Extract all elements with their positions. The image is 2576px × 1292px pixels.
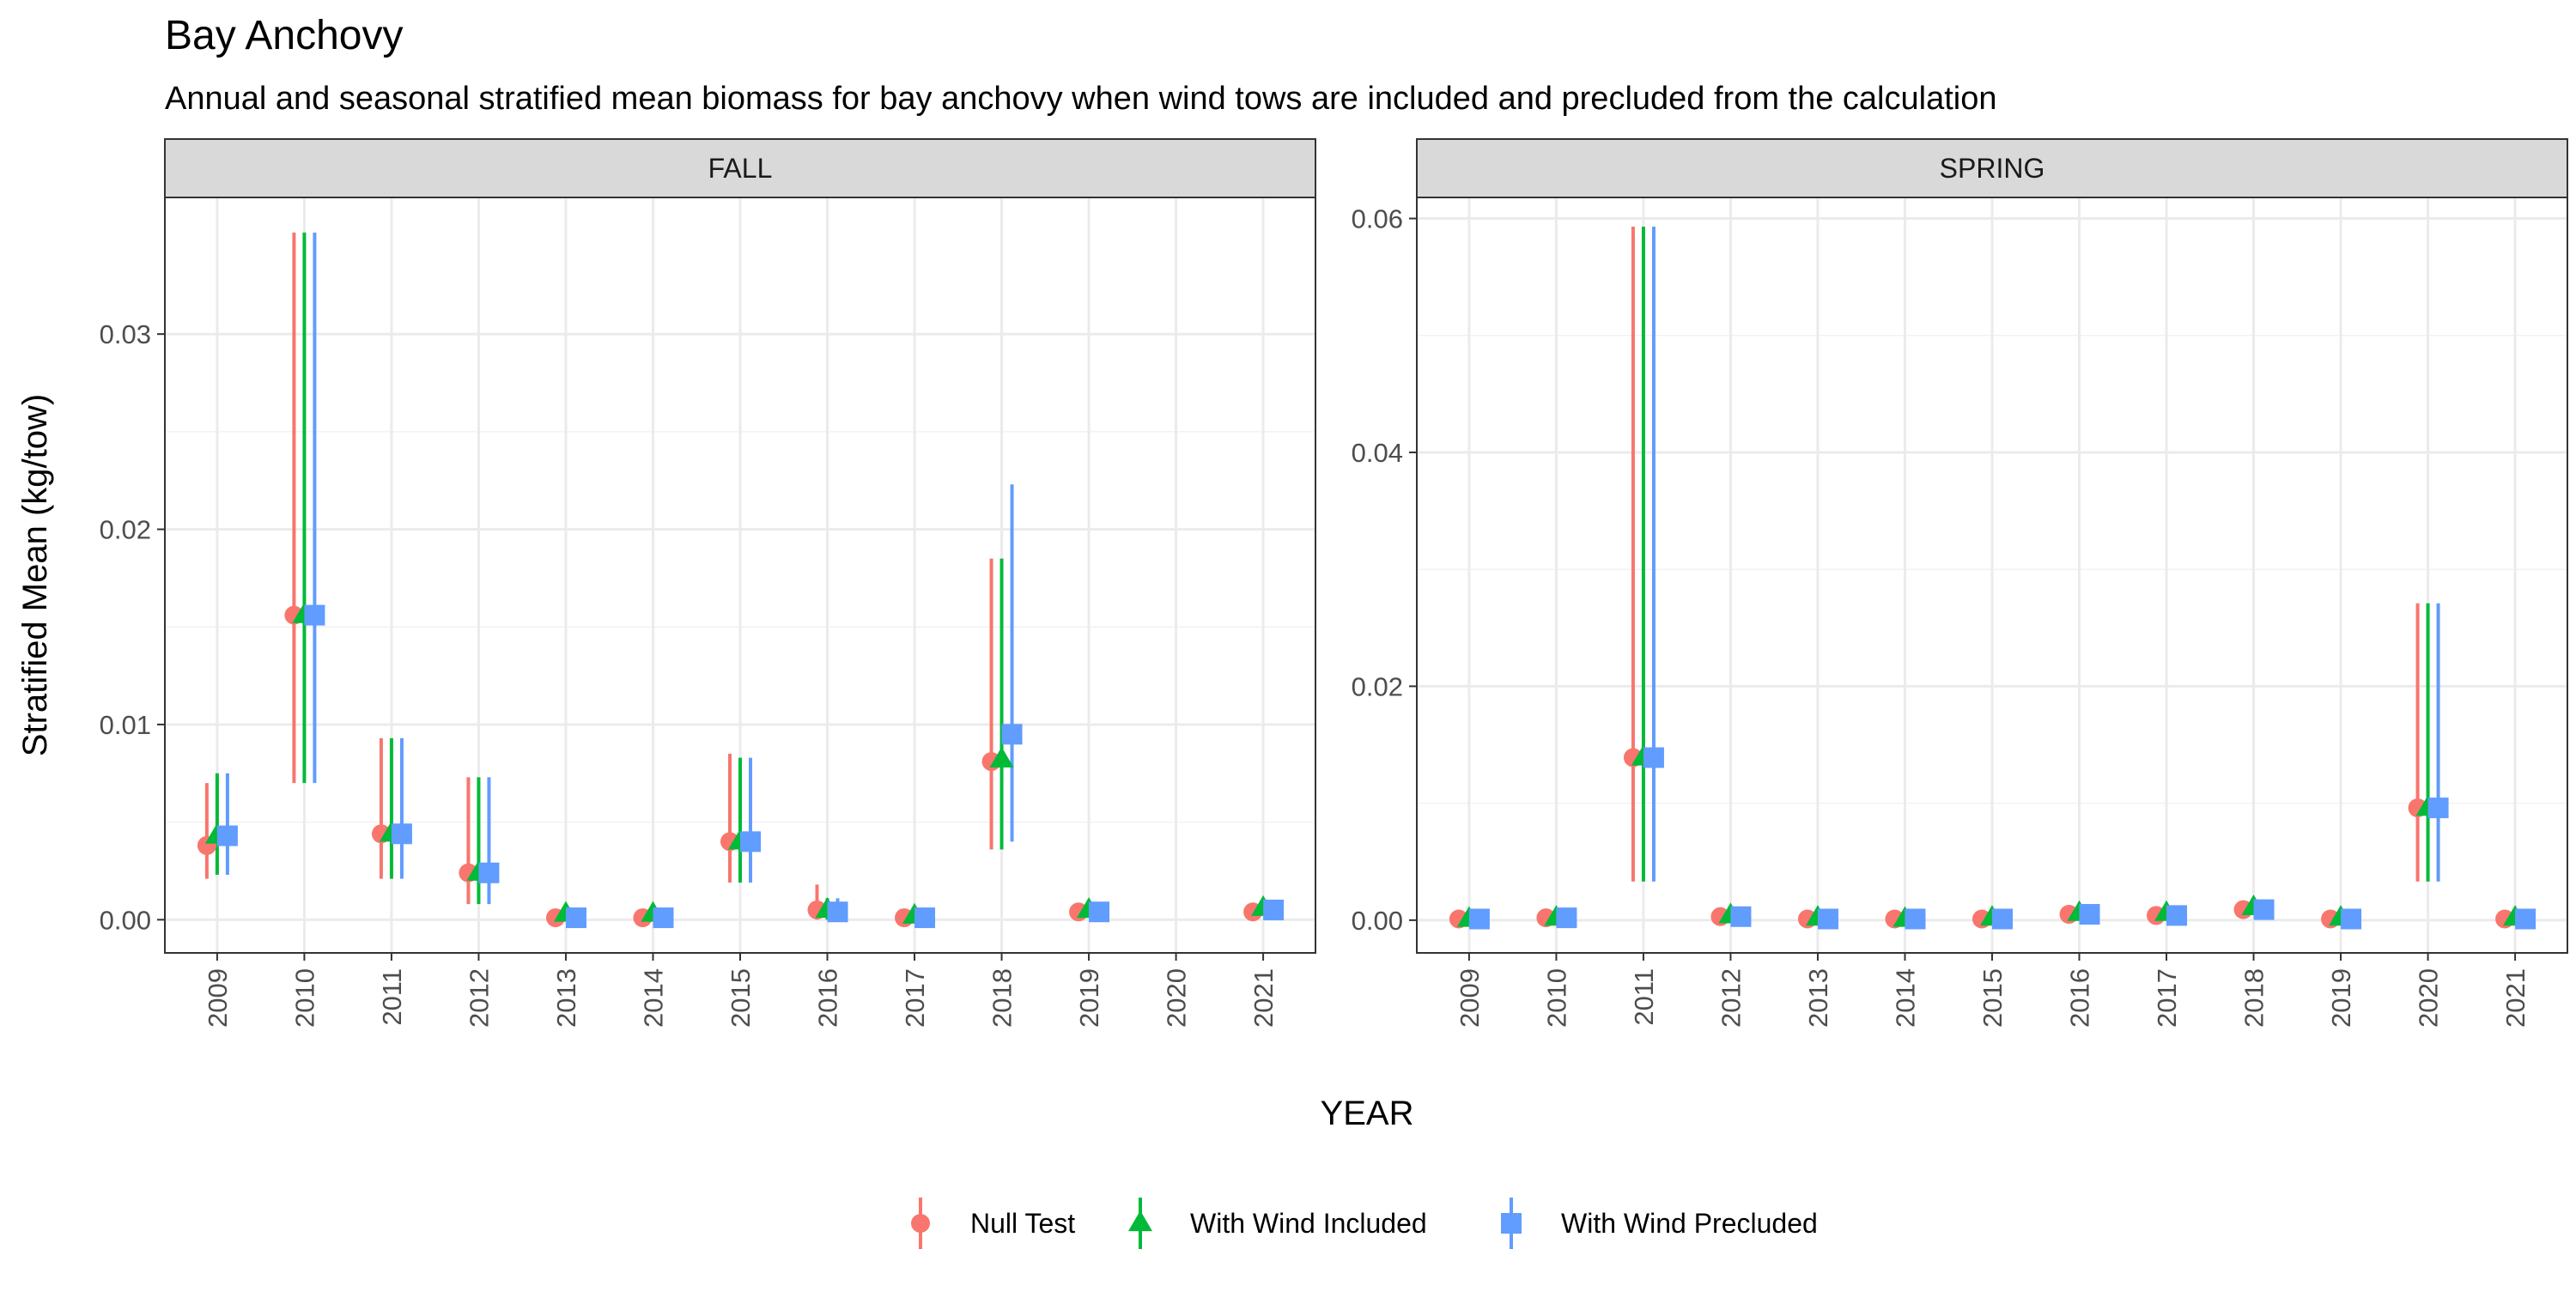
x-tick-label: 2015 <box>726 968 756 1028</box>
data-point <box>1468 908 1490 930</box>
x-tick-label: 2012 <box>1716 968 1746 1028</box>
x-tick-label: 2010 <box>1541 968 1571 1028</box>
data-point <box>1905 908 1926 930</box>
data-point <box>1817 908 1838 930</box>
data-point <box>914 907 936 929</box>
facet-strip-label: FALL <box>708 153 773 184</box>
x-tick-label: 2013 <box>551 968 581 1028</box>
x-tick-label: 2011 <box>377 968 407 1026</box>
x-tick-label: 2019 <box>2326 968 2356 1028</box>
data-point <box>653 907 674 929</box>
y-tick-label: 0.00 <box>1352 906 1403 936</box>
x-tick-label: 2015 <box>1978 968 2008 1028</box>
x-tick-label: 2017 <box>900 968 930 1028</box>
legend-key-marker <box>1501 1213 1522 1234</box>
x-tick-label: 2014 <box>638 968 668 1028</box>
data-point <box>565 907 586 929</box>
legend-label: With Wind Precluded <box>1561 1208 1818 1239</box>
y-tick-label: 0.00 <box>100 905 151 935</box>
data-point <box>1263 899 1285 920</box>
x-tick-label: 2011 <box>1629 968 1659 1026</box>
data-point <box>2341 908 2362 930</box>
data-point <box>1643 747 1664 768</box>
x-tick-label: 2021 <box>1249 968 1279 1028</box>
x-tick-label: 2009 <box>203 968 233 1028</box>
x-tick-label: 2020 <box>2414 968 2444 1028</box>
data-point <box>2427 798 2449 819</box>
x-axis-label: YEAR <box>1321 1095 1414 1132</box>
data-point <box>1992 908 2013 930</box>
chart-title: Bay Anchovy <box>165 13 404 58</box>
x-tick-label: 2013 <box>1803 968 1833 1028</box>
x-tick-label: 2019 <box>1074 968 1104 1028</box>
chart-subtitle: Annual and seasonal stratified mean biom… <box>165 81 1996 117</box>
x-tick-label: 2010 <box>289 968 319 1028</box>
x-tick-label: 2016 <box>2065 968 2095 1028</box>
x-tick-label: 2018 <box>2239 968 2269 1028</box>
y-tick-label: 0.06 <box>1352 204 1403 234</box>
data-point <box>2515 908 2537 930</box>
y-axis-label: Stratified Mean (kg/tow) <box>16 394 54 756</box>
data-point <box>1556 907 1577 929</box>
y-tick-label: 0.01 <box>100 710 151 740</box>
x-tick-label: 2017 <box>2152 968 2182 1028</box>
data-point <box>2166 905 2188 926</box>
data-point <box>989 747 1014 768</box>
legend-label: With Wind Included <box>1190 1208 1427 1239</box>
data-point <box>827 901 848 923</box>
facet-strip-label: SPRING <box>1940 153 2045 184</box>
data-point <box>304 604 325 626</box>
data-point <box>478 862 500 883</box>
x-tick-label: 2009 <box>1455 968 1485 1028</box>
data-point <box>1001 724 1023 745</box>
x-tick-label: 2021 <box>2500 968 2530 1028</box>
data-point <box>740 831 761 852</box>
data-point <box>1089 901 1110 923</box>
data-point <box>1730 906 1752 927</box>
legend-key-marker <box>911 1214 930 1233</box>
y-tick-label: 0.02 <box>100 515 151 545</box>
legend-key-marker <box>1128 1210 1152 1232</box>
legend-label: Null Test <box>970 1208 1075 1239</box>
y-tick-label: 0.02 <box>1352 671 1403 701</box>
x-tick-label: 2018 <box>987 968 1018 1028</box>
facet-panel-fall: FALL 0.00 0.01 0.02 0.03 2009 2010 2011 2012 2013… <box>100 138 1316 1028</box>
y-tick-label: 0.03 <box>100 319 151 349</box>
panel-border <box>164 197 1316 954</box>
panel-border <box>1416 197 2568 954</box>
x-tick-label: 2014 <box>1890 968 1920 1028</box>
facet-strip <box>164 138 1316 198</box>
x-tick-label: 2020 <box>1162 968 1192 1028</box>
facet-panel-spring: SPRING 0.00 0.02 0.04 0.06 2009 2010 2011 2012 20… <box>1352 138 2568 1028</box>
facet-panels: FALL 0.00 0.01 0.02 0.03 2009 2010 2011 2012 2013… <box>100 138 2568 1028</box>
x-tick-label: 2012 <box>464 968 494 1028</box>
data-point <box>2079 904 2100 925</box>
x-tick-label: 2016 <box>813 968 843 1028</box>
legend: Null Test With Wind Included With Wind Pre… <box>911 1198 1818 1249</box>
data-point <box>216 825 238 846</box>
data-point <box>391 823 412 845</box>
data-point <box>2253 899 2275 920</box>
y-tick-label: 0.04 <box>1352 438 1403 468</box>
